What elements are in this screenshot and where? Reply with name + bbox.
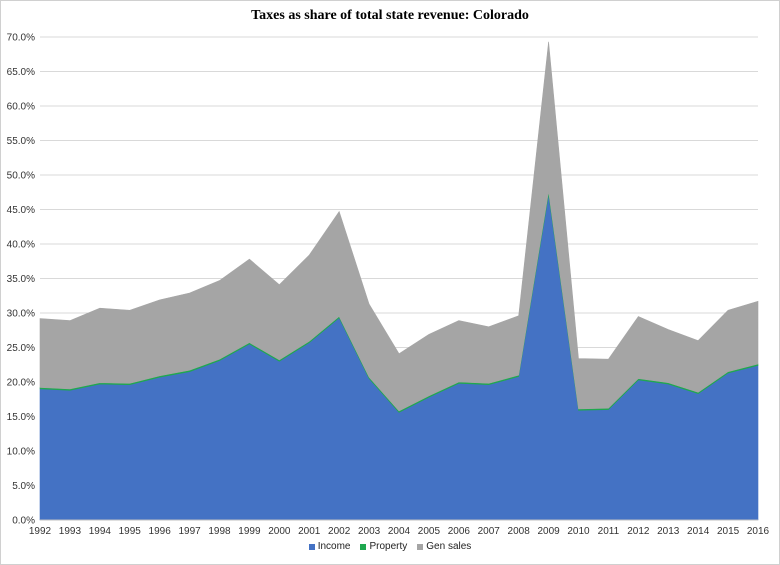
- y-tick-label: 40.0%: [7, 240, 35, 251]
- x-tick-label: 2002: [328, 526, 351, 537]
- legend-swatch-property: [360, 543, 367, 550]
- legend-label-property: Property: [369, 541, 408, 552]
- legend-label-gen-sales: Gen sales: [426, 541, 472, 552]
- y-tick-label: 30.0%: [7, 309, 35, 320]
- x-tick-label: 2014: [687, 526, 710, 537]
- x-tick-label: 1994: [89, 526, 112, 537]
- y-tick-label: 25.0%: [7, 343, 35, 354]
- legend-item-income: Income: [308, 541, 351, 552]
- x-tick-label: 1993: [59, 526, 82, 537]
- y-tick-label: 10.0%: [7, 447, 35, 458]
- x-tick-label: 2013: [657, 526, 680, 537]
- x-tick-label: 2006: [448, 526, 471, 537]
- axes: 0.0% 5.0% 10.0% 15.0% 20.0% 25.0% 30.0% 35.0% 40…: [7, 33, 770, 538]
- chart-title: Taxes as share of total state revenue: C…: [251, 8, 529, 23]
- y-tick-label: 70.0%: [7, 33, 35, 44]
- x-tick-label: 2008: [508, 526, 531, 537]
- legend-swatch-gen-sales: [417, 543, 424, 550]
- y-tick-label: 0.0%: [12, 516, 35, 527]
- legend-label-income: Income: [317, 541, 351, 552]
- legend-swatch-income: [308, 543, 315, 550]
- area-series-gen-sales: [39, 41, 759, 412]
- area-series: [39, 41, 759, 521]
- x-tick-label: 1996: [149, 526, 172, 537]
- x-tick-label: 2011: [598, 526, 620, 537]
- x-tick-label: 2000: [268, 526, 291, 537]
- y-tick-label: 45.0%: [7, 205, 35, 216]
- y-tick-label: 60.0%: [7, 102, 35, 113]
- x-tick-label: 1992: [29, 526, 52, 537]
- x-tick-label: 2001: [298, 526, 321, 537]
- x-tick-label: 2004: [388, 526, 411, 537]
- x-tick-label: 2010: [567, 526, 590, 537]
- x-tick-label: 2012: [627, 526, 650, 537]
- x-tick-label: 1999: [238, 526, 261, 537]
- x-tick-label: 2016: [747, 526, 770, 537]
- x-tick-label: 2015: [717, 526, 740, 537]
- x-tick-label: 1995: [119, 526, 142, 537]
- x-tick-label: 2005: [418, 526, 441, 537]
- x-tick-label: 1997: [178, 526, 201, 537]
- y-tick-label: 55.0%: [7, 136, 35, 147]
- legend-item-property: Property: [360, 541, 407, 552]
- y-tick-label: 15.0%: [7, 412, 35, 423]
- x-tick-label: 2009: [537, 526, 560, 537]
- x-tick-label: 2007: [478, 526, 501, 537]
- y-tick-label: 35.0%: [7, 274, 35, 285]
- legend: Income Property Gen sales: [0, 541, 780, 552]
- y-tick-label: 20.0%: [7, 378, 35, 389]
- x-tick-label: 2003: [358, 526, 381, 537]
- legend-item-gen-sales: Gen sales: [417, 541, 471, 552]
- x-tick-label: 1998: [208, 526, 231, 537]
- y-tick-label: 5.0%: [12, 481, 35, 492]
- y-tick-label: 65.0%: [7, 67, 35, 78]
- y-tick-label: 50.0%: [7, 171, 35, 182]
